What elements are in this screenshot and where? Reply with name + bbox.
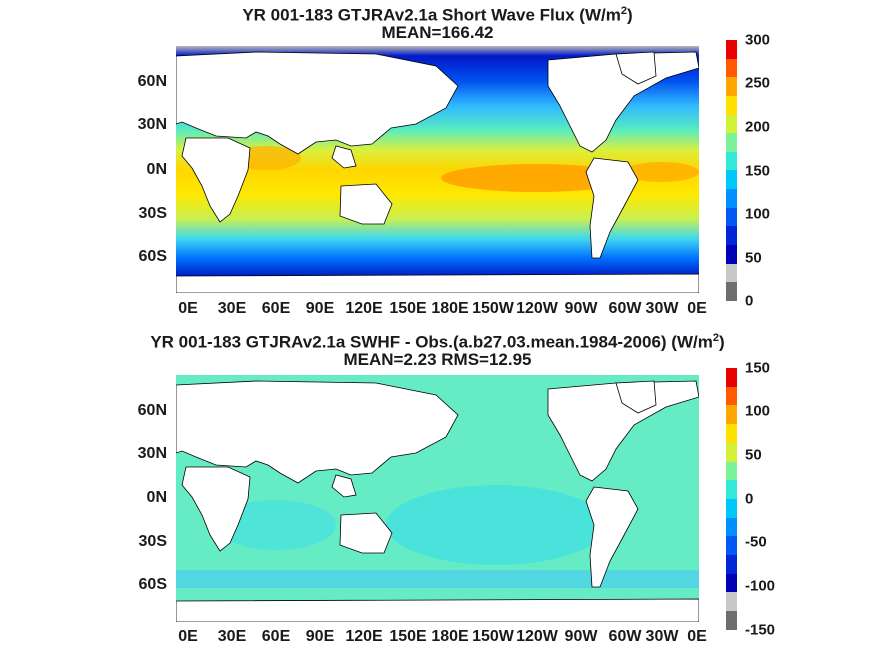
- bottom-lon-5: 150E: [389, 628, 427, 645]
- bottom-colorbar-segment-5: [726, 461, 737, 481]
- top-colorbar-segment-2: [726, 77, 737, 96]
- top-lon-9: 90W: [564, 300, 598, 317]
- top-colorbar-segment-5: [726, 133, 737, 152]
- top-lon-12: 0E: [687, 300, 707, 317]
- bottom-title: YR 001-183 GTJRAv2.1a SWHF - Obs.(a.b27.…: [0, 329, 875, 352]
- top-lat-0n: 0N: [146, 161, 167, 178]
- top-cbar-tick-150: 150: [745, 162, 771, 180]
- top-lon-4: 120E: [345, 300, 383, 317]
- bottom-subtitle: MEAN=2.23 RMS=12.95: [343, 350, 532, 369]
- top-colorbar-segment-9: [726, 207, 737, 227]
- top-lon-2: 60E: [261, 300, 291, 317]
- bottom-land-mass: [176, 380, 699, 622]
- top-lon-6: 180E: [431, 300, 469, 317]
- bottom-colorbar-segment-2: [726, 405, 737, 425]
- top-colorbar-segment-6: [726, 151, 737, 171]
- top-lat-30n: 30N: [137, 116, 167, 133]
- bottom-lat-0n: 0N: [146, 489, 167, 506]
- bottom-lat-30s: 30S: [138, 533, 167, 550]
- top-cbar-tick-100: 100: [745, 205, 771, 223]
- bottom-title-end: ): [718, 332, 725, 352]
- bottom-lon-1: 30E: [217, 628, 247, 645]
- bottom-colorbar-segment-1: [726, 386, 737, 406]
- bottom-cbar-tick-50: 50: [745, 446, 762, 464]
- bottom-colorbar-segment-11: [726, 573, 737, 593]
- top-colorbar-segment-12: [726, 263, 737, 283]
- bottom-colorbar-segment-9: [726, 536, 737, 556]
- top-land-mass: [176, 51, 699, 293]
- top-cbar-tick-250: 250: [745, 74, 771, 92]
- bottom-cbar-tick-m50: -50: [745, 533, 767, 551]
- top-cbar-tick-200: 200: [745, 118, 771, 136]
- bottom-lon-9: 90W: [564, 628, 598, 645]
- top-colorbar-segment-4: [726, 114, 737, 134]
- top-cbar-tick-50: 50: [745, 249, 762, 267]
- bottom-cbar-tick-m100: -100: [745, 577, 776, 595]
- bottom-cbar-tick-0: 0: [745, 490, 754, 508]
- bottom-title-sup: 2: [712, 332, 719, 344]
- top-colorbar: [726, 40, 737, 301]
- top-eastern-pacific-maximum: [441, 164, 631, 192]
- top-lon-0: 0E: [178, 300, 198, 317]
- bottom-colorbar-segment-4: [726, 442, 737, 462]
- bottom-cbar-tick-100: 100: [745, 402, 771, 420]
- top-lat-60s: 60S: [138, 248, 167, 265]
- bottom-colorbar-segment-13: [726, 611, 737, 630]
- top-lon-7: 150W: [472, 300, 514, 317]
- bottom-colorbar: [726, 368, 737, 630]
- top-colorbar-segment-10: [726, 226, 737, 246]
- bottom-southern-ocean-bias: [176, 570, 699, 588]
- bottom-lon-0: 0E: [178, 628, 198, 645]
- top-cbar-tick-0: 0: [745, 292, 754, 310]
- top-title-line1: YR 001-183 GTJRAv2.1a Short Wave Flux (W…: [242, 5, 621, 25]
- top-colorbar-segment-8: [726, 189, 737, 208]
- bottom-lat-60s: 60S: [138, 576, 167, 593]
- bottom-title-line1: YR 001-183 GTJRAv2.1a SWHF - Obs.(a.b27.…: [150, 332, 713, 352]
- top-atlantic-maximum: [623, 162, 699, 182]
- bottom-colorbar-segment-3: [726, 424, 737, 443]
- top-title: YR 001-183 GTJRAv2.1a Short Wave Flux (W…: [0, 2, 875, 25]
- top-lon-5: 150E: [389, 300, 427, 317]
- top-subtitle: MEAN=166.42: [381, 23, 494, 42]
- top-colorbar-segment-11: [726, 245, 737, 264]
- top-lat-60n: 60N: [137, 73, 167, 90]
- top-colorbar-segment-0: [726, 40, 737, 59]
- bottom-lon-7: 150W: [472, 628, 514, 645]
- bottom-colorbar-segment-7: [726, 498, 737, 518]
- top-map: [176, 46, 699, 293]
- bottom-map: [176, 375, 699, 622]
- bottom-colorbar-segment-0: [726, 368, 737, 387]
- bottom-colorbar-segment-12: [726, 592, 737, 612]
- bottom-lon-2: 60E: [261, 628, 291, 645]
- bottom-lon-6: 180E: [431, 628, 469, 645]
- bottom-lon-12: 0E: [687, 628, 707, 645]
- top-lon-10: 60W: [608, 300, 642, 317]
- top-lon-8: 120W: [516, 300, 558, 317]
- bottom-colorbar-segment-10: [726, 555, 737, 574]
- top-lon-1: 30E: [217, 300, 247, 317]
- top-colorbar-segment-7: [726, 170, 737, 190]
- bottom-pacific-negative-bias: [386, 485, 606, 565]
- bottom-lat-30n: 30N: [137, 445, 167, 462]
- bottom-colorbar-segment-8: [726, 517, 737, 537]
- bottom-indian-negative-bias: [216, 500, 336, 550]
- bottom-cbar-tick-150: 150: [745, 359, 771, 377]
- bottom-lon-4: 120E: [345, 628, 383, 645]
- top-lat-30s: 30S: [138, 205, 167, 222]
- top-colorbar-segment-13: [726, 282, 737, 301]
- top-title-sup: 2: [620, 5, 627, 17]
- top-colorbar-segment-3: [726, 95, 737, 115]
- bottom-lon-11: 30W: [645, 628, 679, 645]
- bottom-lat-60n: 60N: [137, 402, 167, 419]
- bottom-lon-10: 60W: [608, 628, 642, 645]
- bottom-cbar-tick-m150: -150: [745, 621, 776, 639]
- top-lon-11: 30W: [645, 300, 679, 317]
- bottom-lon-8: 120W: [516, 628, 558, 645]
- top-colorbar-segment-1: [726, 58, 737, 78]
- top-title-end: ): [626, 5, 633, 25]
- bottom-colorbar-segment-6: [726, 480, 737, 499]
- top-cbar-tick-300: 300: [745, 31, 771, 49]
- top-lon-3: 90E: [305, 300, 335, 317]
- bottom-lon-3: 90E: [305, 628, 335, 645]
